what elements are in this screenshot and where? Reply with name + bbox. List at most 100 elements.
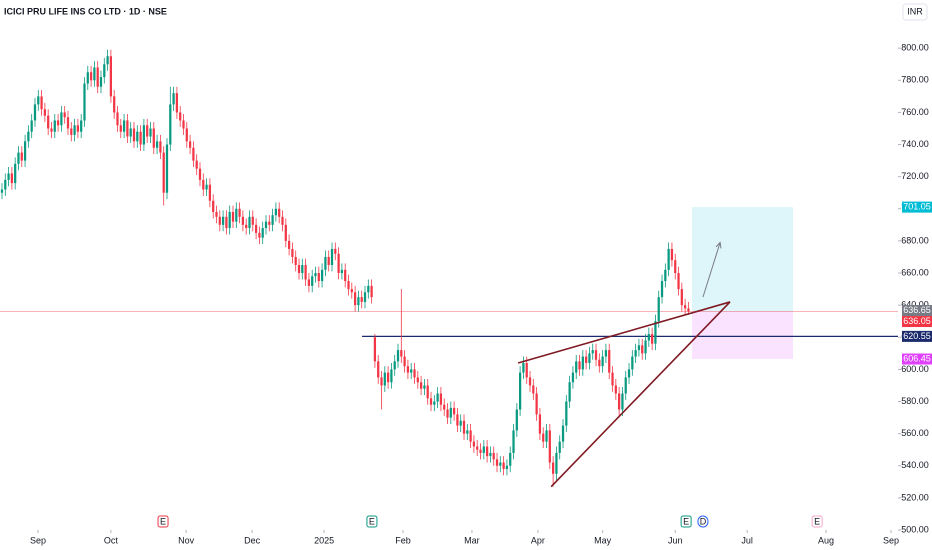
event-marker[interactable]: D: [697, 515, 709, 528]
candle-body: [433, 401, 436, 405]
candle-body: [492, 452, 495, 460]
candle-body: [317, 273, 320, 282]
candle-body: [47, 115, 50, 129]
candle-body: [390, 369, 393, 383]
candle-body: [86, 72, 89, 84]
event-marker[interactable]: E: [366, 515, 378, 528]
candle-body: [221, 216, 225, 225]
candle-body: [482, 446, 485, 453]
y-tick-label: 740.00: [901, 139, 929, 149]
candle-body: [585, 356, 588, 363]
candle-body: [235, 208, 238, 222]
candle-body: [152, 128, 155, 148]
x-tick-label: Jun: [668, 535, 683, 545]
candle-body: [618, 393, 621, 410]
candle-body: [76, 125, 80, 132]
candle-body: [231, 212, 235, 222]
candle-body: [654, 321, 657, 344]
candle-body: [499, 462, 502, 466]
candle-body: [419, 382, 423, 389]
candle-body: [205, 184, 208, 190]
candle-body: [509, 452, 512, 466]
event-badge: [697, 515, 709, 528]
candle-body: [370, 285, 373, 298]
candle-body: [631, 356, 634, 370]
candle-body: [469, 430, 472, 442]
candle-body: [284, 224, 287, 241]
candle-body: [426, 385, 429, 399]
candle-body: [360, 297, 363, 302]
candle-body: [588, 353, 591, 363]
x-tick-label: May: [594, 535, 612, 545]
candle-body: [423, 385, 426, 389]
candle-body: [185, 128, 188, 142]
candle-body: [142, 125, 146, 145]
currency-label[interactable]: INR: [907, 6, 923, 16]
candle-body: [14, 163, 17, 184]
candle-body: [80, 120, 83, 132]
candle-body: [136, 131, 139, 142]
candle-body: [278, 208, 281, 217]
candle-body: [670, 248, 674, 261]
candle-body: [621, 393, 624, 410]
candle-body: [215, 212, 218, 217]
x-tick-label: Feb: [395, 535, 411, 545]
event-badge: [811, 515, 823, 528]
candle-body: [89, 72, 93, 81]
candle-body: [307, 279, 311, 286]
candle-body: [60, 112, 63, 126]
candle-body: [552, 462, 555, 474]
candle-body: [594, 350, 598, 360]
candle-body: [548, 430, 551, 463]
y-tick-label: 560.00: [901, 428, 929, 438]
candle-body: [578, 361, 581, 370]
candle-body: [169, 104, 172, 145]
candle-body: [268, 221, 271, 225]
candle-body: [406, 366, 410, 373]
trendline: [517, 301, 731, 364]
candle-body: [347, 281, 350, 290]
event-marker[interactable]: E: [811, 515, 823, 528]
candle-body: [380, 377, 383, 386]
candle-body: [212, 200, 215, 212]
candle-body: [182, 120, 185, 129]
candle-body: [651, 334, 654, 344]
y-tick-label: 680.00: [901, 235, 929, 245]
candle-body: [684, 305, 687, 309]
candle-body: [274, 208, 278, 216]
candle-body: [373, 337, 377, 362]
event-marker[interactable]: E: [157, 515, 169, 528]
event-marker[interactable]: E: [680, 515, 692, 528]
candle-body: [261, 228, 264, 238]
candle-body: [17, 152, 20, 164]
candle-body: [162, 152, 165, 193]
x-tick-label: Sep: [30, 535, 46, 545]
candle-body: [287, 240, 291, 249]
y-tick-label: 800.00: [901, 43, 929, 53]
candle-body: [502, 462, 505, 469]
candle-body: [271, 215, 274, 225]
candle-body: [591, 350, 594, 354]
price-tag: [902, 305, 932, 317]
currency-box[interactable]: [902, 3, 928, 21]
y-tick-label: 600.00: [901, 364, 929, 374]
candle-body: [291, 248, 294, 257]
candle-body: [614, 385, 617, 394]
arrow-head: [715, 241, 722, 249]
candle-body: [198, 168, 202, 180]
candle-body: [608, 350, 611, 373]
candle-body: [528, 377, 532, 386]
event-badge: [680, 515, 692, 528]
candle-body: [624, 377, 627, 394]
candle-body: [66, 117, 70, 129]
candle-body: [542, 433, 545, 442]
candle-body: [512, 430, 515, 453]
candle-body: [452, 407, 456, 415]
candle-body: [195, 160, 198, 169]
price-tag-label: 636.65: [903, 305, 931, 315]
candle-body: [27, 131, 30, 142]
y-tick-label: 540.00: [901, 460, 929, 470]
